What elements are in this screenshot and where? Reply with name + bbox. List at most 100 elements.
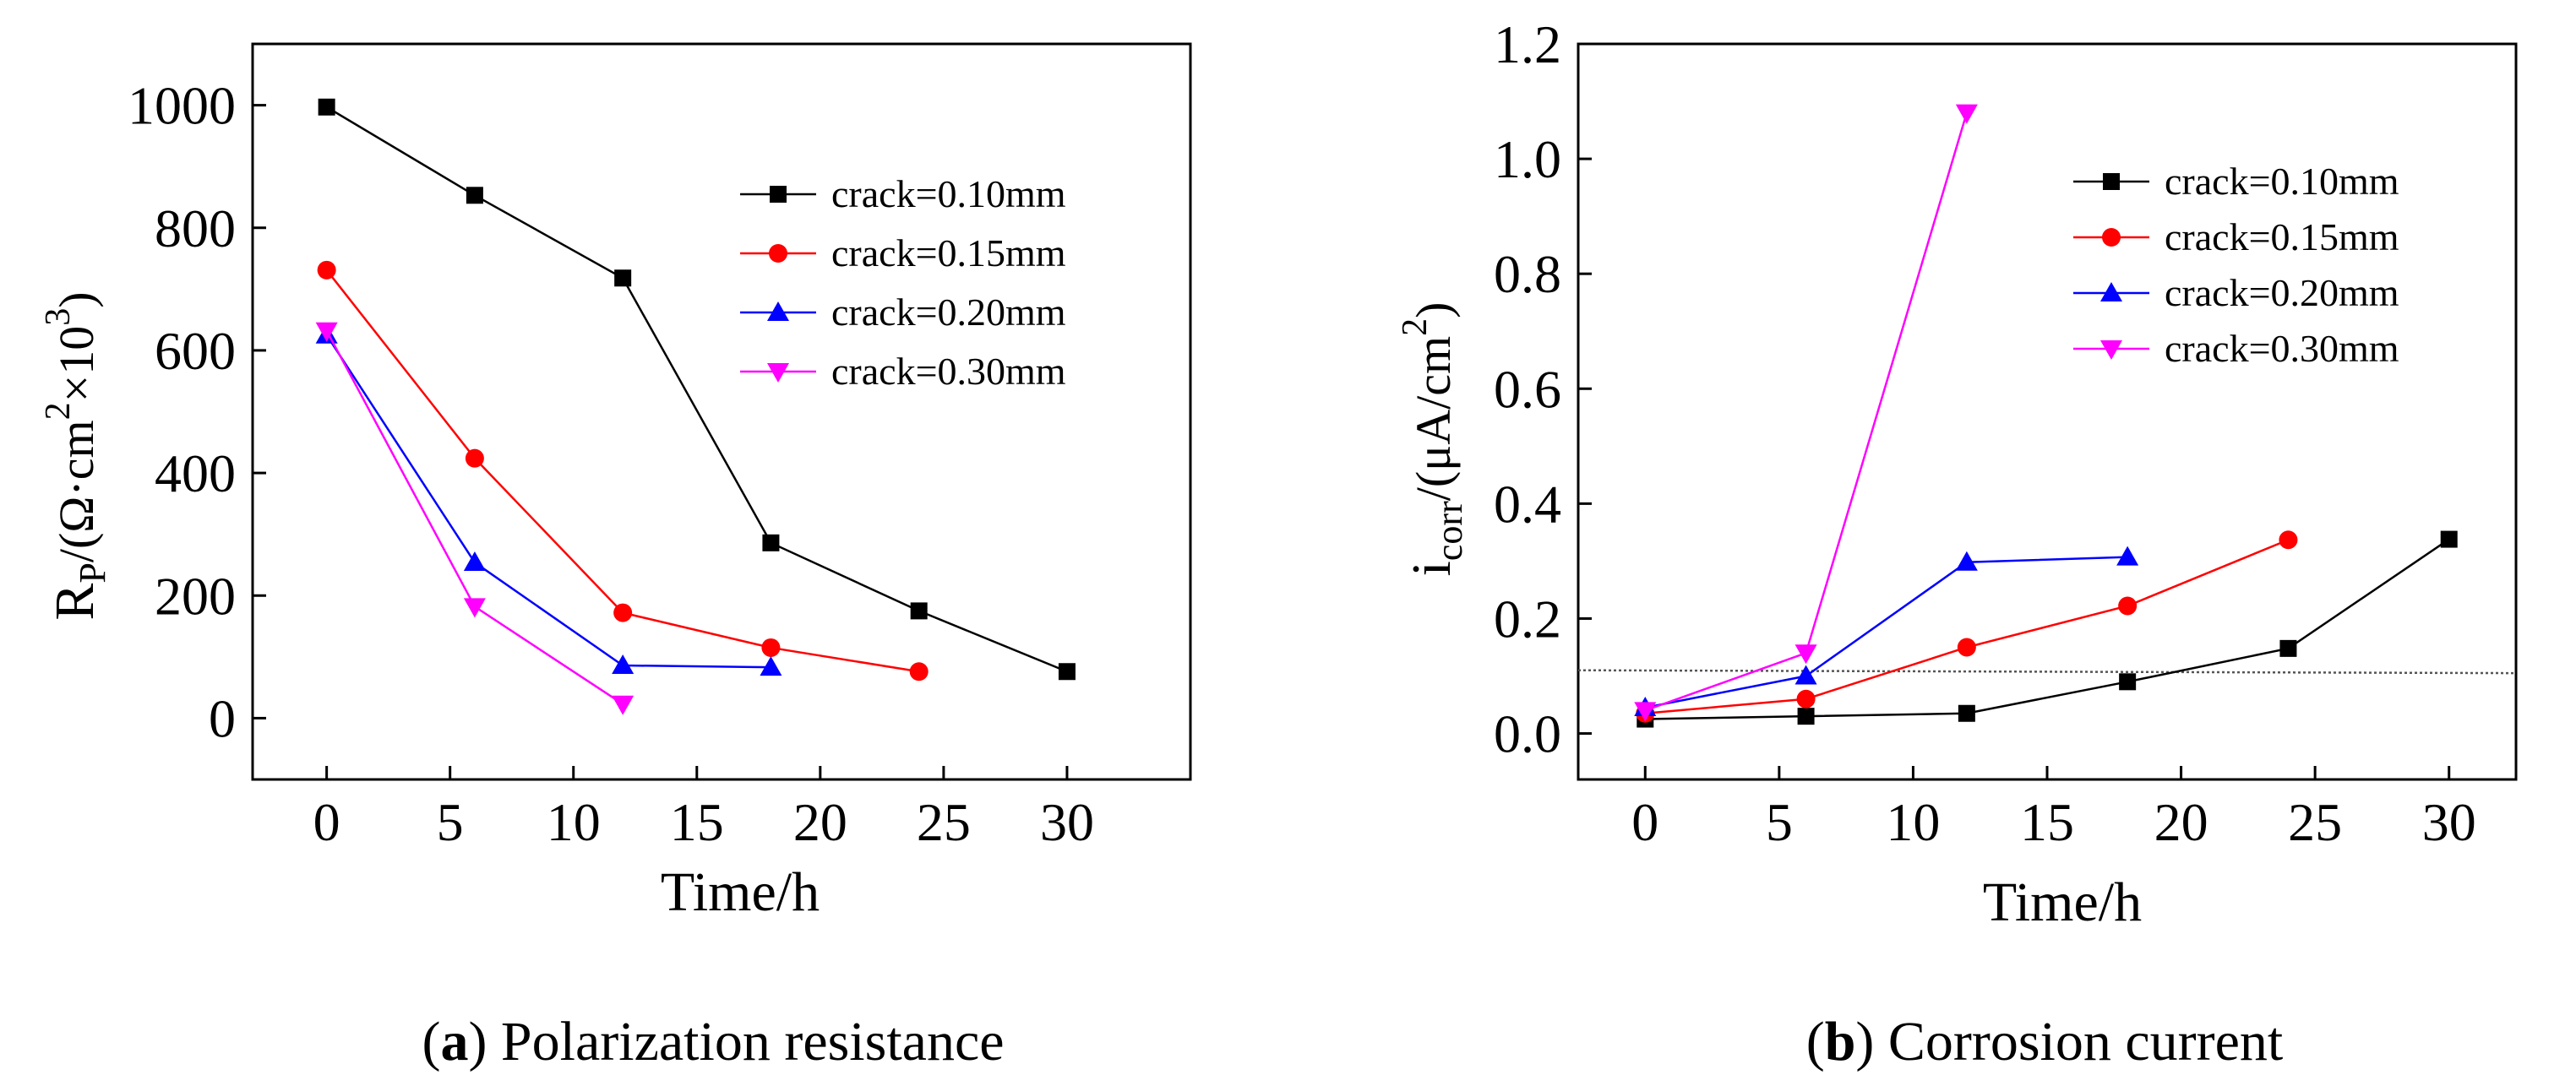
panel-a-polarization-resistance: 0 5 10 15 20 25 30 0 200 400 600 800 1000 crack=0.10… — [39, 42, 1192, 1072]
legend-item: crack=0.30mm — [2073, 327, 2399, 370]
legend-marker — [767, 301, 789, 321]
reference-line — [1577, 669, 2517, 675]
data-point — [1955, 551, 1978, 571]
legend-item: crack=0.10mm — [2073, 160, 2399, 203]
y-tick-label: 1.0 — [1494, 129, 1561, 189]
legend-label: crack=0.20mm — [831, 291, 1066, 334]
x-tick-label: 20 — [793, 792, 847, 852]
y-tick-label: 0.8 — [1494, 244, 1561, 304]
y-tick-label: 200 — [155, 566, 236, 626]
caption-b: (b) Corrosion current — [1806, 1011, 2284, 1072]
axis-ticks: 0 5 10 15 20 25 30 0.0 0.2 0.4 0.6 0.8 1.0 1.2 — [1494, 14, 2476, 852]
data-point — [2279, 530, 2298, 550]
x-tick-label: 30 — [1040, 792, 1094, 852]
y-axis-label: icorr/(μA/cm2) — [1396, 302, 1470, 577]
series-line — [1645, 556, 2128, 709]
legend-marker — [2102, 228, 2121, 247]
data-point — [1797, 708, 1815, 725]
legend-label: crack=0.10mm — [831, 172, 1066, 215]
y-tick-label: 0 — [209, 688, 236, 748]
x-tick-label: 10 — [547, 792, 601, 852]
x-tick-label: 0 — [313, 792, 340, 852]
legend-item: crack=0.20mm — [2073, 271, 2399, 314]
data-point — [1794, 644, 1817, 665]
legend-marker — [770, 186, 787, 203]
legend-marker — [767, 363, 789, 383]
legend-marker — [2100, 340, 2122, 360]
y-tick-label: 0.2 — [1494, 589, 1561, 649]
data-point — [762, 534, 780, 551]
data-point — [1955, 104, 1978, 124]
series-crack-0-10mm — [318, 98, 1076, 681]
y-tick-label: 0.6 — [1494, 359, 1561, 419]
x-tick-label: 25 — [917, 792, 971, 852]
data-point — [1796, 689, 1816, 709]
y-tick-label: 800 — [155, 198, 236, 258]
data-point — [761, 638, 781, 657]
data-point — [760, 656, 782, 676]
legend-item: crack=0.15mm — [2073, 215, 2399, 258]
data-point — [315, 322, 338, 342]
legend-label: crack=0.30mm — [831, 350, 1066, 393]
legend-marker — [2100, 282, 2122, 301]
data-point — [1958, 704, 1975, 722]
y-tick-label: 1000 — [128, 76, 236, 136]
series-crack-0-30mm — [315, 322, 634, 715]
y-tick-label: 400 — [155, 443, 236, 503]
legend: crack=0.10mm crack=0.15mm crack=0.20mm crac… — [740, 172, 1066, 393]
data-point — [2440, 530, 2458, 548]
x-axis-label: Time/h — [1983, 872, 2142, 933]
legend: crack=0.10mm crack=0.15mm crack=0.20mm crac… — [2073, 160, 2399, 370]
legend-marker — [769, 244, 787, 263]
series-line — [1644, 112, 1969, 712]
data-point — [463, 551, 486, 572]
series-crack-0-30mm — [1634, 104, 1978, 722]
data-point — [2279, 639, 2297, 657]
legend-label: crack=0.15mm — [831, 231, 1066, 274]
data-point — [466, 187, 483, 204]
data-point — [614, 269, 632, 287]
legend-label: crack=0.30mm — [2165, 327, 2399, 370]
data-point — [465, 448, 484, 468]
panel-b-corrosion-current: 0 5 10 15 20 25 30 0.0 0.2 0.4 0.6 0.8 1.0 1.2 crack=… — [1396, 14, 2518, 1072]
series-line — [325, 334, 771, 669]
x-tick-label: 10 — [1886, 792, 1940, 852]
data-point — [1058, 663, 1076, 681]
reference-line-group — [1577, 669, 2517, 675]
series-crack-0-15mm — [317, 260, 929, 681]
y-axis-label: RP/(Ω·cm2×103) — [39, 291, 113, 620]
legend-label: crack=0.10mm — [2165, 160, 2399, 203]
series-crack-0-20mm — [1634, 546, 2139, 716]
data-point — [317, 260, 336, 280]
series-crack-0-20mm — [315, 323, 782, 676]
data-point — [612, 695, 634, 715]
x-tick-label: 15 — [670, 792, 724, 852]
data-point — [1794, 665, 1817, 685]
legend-item: crack=0.15mm — [740, 231, 1066, 274]
data-point — [613, 603, 633, 622]
plot-frame — [251, 42, 1192, 781]
x-tick-label: 15 — [2020, 792, 2074, 852]
legend-item: crack=0.10mm — [740, 172, 1066, 215]
data-point — [2116, 546, 2139, 566]
x-tick-label: 20 — [2154, 792, 2208, 852]
x-tick-label: 25 — [2288, 792, 2342, 852]
x-tick-label: 5 — [437, 792, 464, 852]
data-point — [1957, 638, 1976, 657]
data-point — [2119, 673, 2137, 691]
data-point — [2118, 596, 2138, 616]
axis-ticks: 0 5 10 15 20 25 30 0 200 400 600 800 1000 — [128, 76, 1094, 852]
y-tick-label: 0.0 — [1494, 704, 1561, 764]
legend-item: crack=0.30mm — [740, 350, 1066, 393]
data-point — [909, 662, 929, 681]
plot-frame — [1577, 42, 2518, 781]
y-tick-label: 600 — [155, 321, 236, 381]
x-tick-label: 0 — [1631, 792, 1658, 852]
y-tick-label: 0.4 — [1494, 474, 1561, 534]
data-point — [612, 654, 634, 674]
series-line — [1645, 538, 2450, 720]
legend-marker — [2103, 173, 2120, 190]
legend-item: crack=0.20mm — [740, 291, 1066, 334]
x-tick-label: 30 — [2422, 792, 2476, 852]
